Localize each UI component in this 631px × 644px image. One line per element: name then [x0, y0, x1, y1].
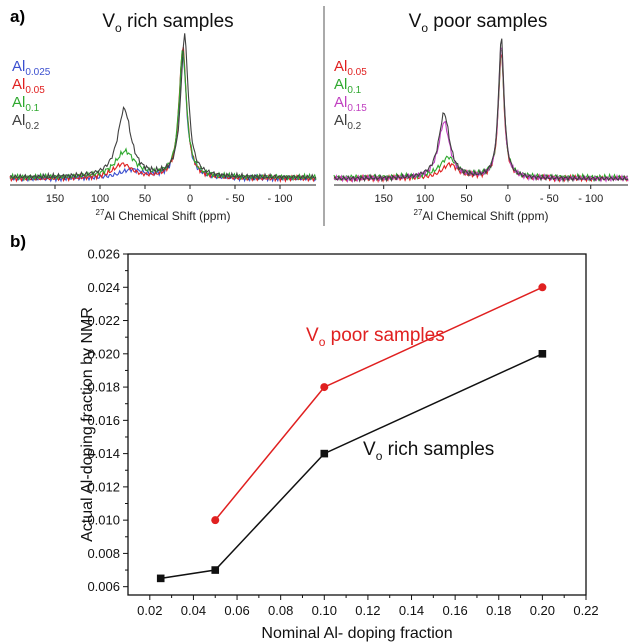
y-tick-label: 0.020: [87, 346, 120, 361]
spectrum-title: Vo rich samples: [102, 11, 233, 35]
y-tick-label: 0.008: [87, 546, 120, 561]
series-line: [160, 353, 543, 580]
x-tick-label: 0.06: [224, 603, 249, 618]
x-tick-label: 0.04: [181, 603, 206, 618]
spectrum-trace: [9, 46, 317, 184]
x-tick-label: 50: [139, 193, 151, 205]
x-axis-title: 27Al Chemical Shift (ppm): [96, 208, 231, 223]
data-point: [320, 449, 329, 458]
legend-entry: Al0.15: [334, 94, 367, 114]
y-tick-label: 0.018: [87, 380, 120, 395]
spectrum-trace: [9, 33, 317, 182]
y-tick-label: 0.024: [87, 280, 120, 295]
y-tick-label: 0.022: [87, 313, 120, 328]
x-tick-label: 0: [505, 193, 511, 205]
data-point: [538, 283, 547, 292]
x-tick-label: 50: [460, 193, 472, 205]
data-point: [320, 383, 329, 392]
doping-fraction-plot: 0.02 0.04 0.06 0.08 0.10 0.12 0.14 0.16 0.18 0.20…: [79, 247, 599, 643]
x-tick-label: 0.16: [442, 603, 467, 618]
x-tick-label: 150: [375, 193, 393, 205]
x-tick-label: 0.22: [573, 603, 598, 618]
spectrum-trace: [333, 47, 629, 184]
series-line: [214, 286, 543, 521]
data-point: [211, 566, 220, 574]
x-tick-label: 0.02: [137, 603, 162, 618]
x-tick-label: - 100: [267, 193, 292, 205]
x-tick-label: 0.12: [355, 603, 380, 618]
x-tick-label: - 50: [226, 193, 245, 205]
legend-entry: Al0.1: [334, 76, 362, 96]
y-tick-label: 0.006: [87, 579, 120, 594]
series-label-rich: Vo rich samples: [363, 439, 494, 463]
plot-frame: [127, 253, 587, 596]
spectrum-title: Vo poor samples: [409, 11, 548, 35]
legend-entry: Al0.025: [12, 58, 51, 78]
legend-entry: Al0.1: [12, 94, 40, 114]
x-axis-title: 27Al Chemical Shift (ppm): [414, 208, 549, 223]
legend-entry: Al0.2: [334, 112, 362, 132]
x-tick-label: 0.10: [312, 603, 337, 618]
x-tick-label: - 100: [578, 193, 603, 205]
legend-entry: Al0.2: [12, 112, 40, 132]
data-point: [211, 516, 220, 525]
spectrum-trace: [9, 50, 317, 182]
x-tick-label: 150: [46, 193, 64, 205]
x-tick-label: 0.18: [486, 603, 511, 618]
y-tick-label: 0.012: [87, 479, 120, 494]
y-tick-label: 0.014: [87, 446, 120, 461]
x-tick-label: 0.14: [399, 603, 424, 618]
x-tick-label: 0.20: [530, 603, 555, 618]
legend-entry: Al0.05: [334, 58, 367, 78]
panel-label-b: b): [10, 232, 26, 251]
y-axis-title: Actual Al-doping fraction by NMR: [79, 307, 96, 542]
spectrum-trace: [333, 38, 629, 183]
x-tick-label: 0: [187, 193, 193, 205]
legend-entry: Al0.05: [12, 76, 45, 96]
y-tick-label: 0.016: [87, 413, 120, 428]
y-tick-label: 0.026: [87, 247, 120, 262]
series-label-poor: Vo poor samples: [306, 325, 445, 349]
y-tick-label: 0.010: [87, 513, 120, 528]
x-tick-label: - 50: [540, 193, 559, 205]
panel-label-a: a): [10, 7, 25, 26]
spectrum-trace: [333, 48, 629, 182]
x-tick-label: 100: [91, 193, 109, 205]
data-point: [538, 350, 547, 358]
spectrum-trace: [333, 54, 629, 184]
x-axis-title: Nominal Al- doping fraction: [261, 625, 452, 642]
spectrum-trace: [9, 56, 317, 183]
x-tick-label: 100: [416, 193, 434, 205]
data-point: [156, 574, 165, 583]
x-tick-label: 0.08: [268, 603, 293, 618]
